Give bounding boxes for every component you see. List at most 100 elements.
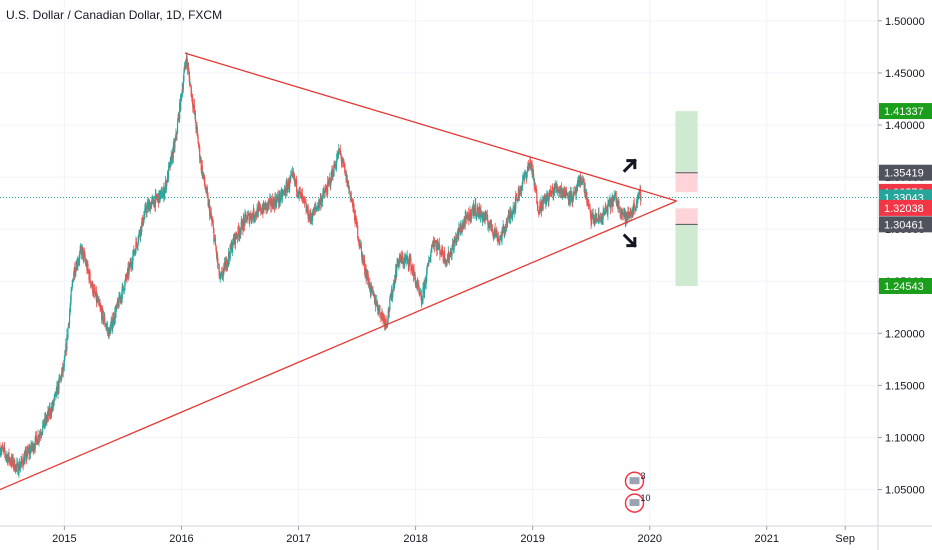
candle-body [130,261,132,265]
candle-body [399,259,401,263]
candle-body [304,202,307,204]
candle-body [240,228,242,234]
candle-body [496,230,498,234]
candle-body [613,195,615,199]
candle-body [99,305,101,307]
candle-body [467,213,469,218]
candle-body [214,237,216,239]
candle-body [385,318,387,325]
down-arrow [622,233,637,248]
candle-body [387,319,389,324]
candle-body [536,192,538,204]
candle-body [280,192,282,200]
candle-body [150,203,152,209]
candle-body [329,178,331,185]
candle-body [228,252,230,261]
candle-body [369,282,371,291]
candle-body [245,213,247,217]
candle-body [510,212,512,215]
candle-body [307,206,309,219]
arrow-down-icon [622,233,637,248]
candle-body [431,245,433,248]
candle-body [95,291,98,302]
candle-body [84,253,86,260]
candle-body [40,434,42,436]
candle-body [353,210,356,221]
candle-body [540,202,542,212]
candles [0,51,642,478]
candle-body [228,252,230,256]
price-axis: 1.500001.450001.400001.350001.300001.250… [877,0,925,550]
candle-body [333,163,335,176]
candle-body [350,196,352,200]
candle-body [104,324,106,326]
candle-body [391,293,394,299]
candle-body [572,201,574,202]
candle-body [556,185,558,190]
candle-body [293,175,296,182]
candle-body [468,215,470,222]
candle-body [413,269,415,275]
candle-body [295,179,298,192]
candle-body [2,446,4,449]
candle-body [572,192,574,202]
candle-body [78,253,81,261]
candle-body [55,388,57,397]
candle-body [358,240,360,245]
candle-body [341,162,344,164]
candle-body [490,224,493,231]
candle-body [288,181,290,189]
candle-body [12,457,14,467]
price-tag-label: 1.35419 [884,168,924,180]
candle-body [112,323,114,329]
candle-body [349,190,351,193]
candle-body [627,212,629,219]
candle-body [296,191,298,193]
candle-body [442,254,444,258]
candle-body [485,213,487,219]
candle-body [469,209,472,220]
candle-body [241,221,243,230]
candle-body [76,260,78,271]
candle-body [198,143,200,146]
candle-body [303,198,305,199]
candle-body [139,231,141,235]
candle-body [620,212,622,214]
candle-body [478,214,480,217]
candle-body [78,260,80,262]
candle-body [337,151,339,159]
candle-body [257,206,259,217]
candle-body [202,173,204,177]
candle-body [82,246,84,249]
candle-body [124,278,126,282]
candle-body [410,257,412,271]
candle-body [26,449,28,457]
candle-body [247,213,249,216]
candle-body [97,299,99,302]
candle-body [102,309,104,312]
candle-body [279,199,281,202]
candle-body [346,175,348,187]
candle-body [602,210,604,220]
candle-body [38,434,41,438]
candle-body [530,164,532,168]
candle-body [602,219,604,223]
candle-body [422,287,424,301]
candle-body [69,301,72,308]
candle-body [17,473,20,475]
candle-body [340,152,342,156]
candle-body [631,212,633,215]
candle-body [566,194,568,196]
candle-body [373,294,376,304]
candle-body [297,192,299,196]
candle-body [67,328,69,338]
candle-body [14,460,16,471]
candle-body [638,192,640,195]
candle-body [189,76,191,85]
candle-body [226,261,229,267]
candle-body [513,207,515,213]
candle-body [282,192,284,195]
candle-body [305,203,307,211]
